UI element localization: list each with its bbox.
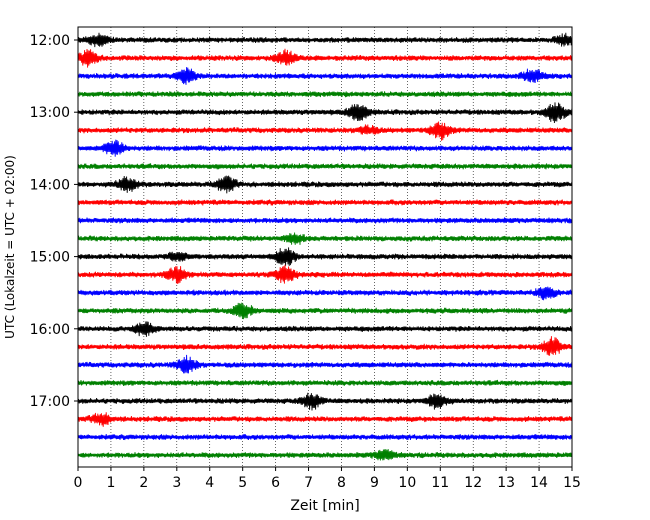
trace-3 bbox=[77, 91, 573, 98]
trace-8 bbox=[77, 175, 573, 194]
x-tick-label-11: 11 bbox=[431, 475, 449, 491]
trace-2 bbox=[77, 67, 573, 85]
y-tick-label-15:00: 15:00 bbox=[30, 250, 70, 266]
trace-12 bbox=[77, 247, 573, 266]
trace-7 bbox=[77, 163, 573, 170]
plot-background bbox=[78, 27, 572, 467]
x-tick-label-10: 10 bbox=[398, 475, 416, 491]
trace-16 bbox=[77, 321, 573, 337]
trace-15 bbox=[77, 302, 573, 320]
x-tick-label-0: 0 bbox=[74, 475, 83, 491]
trace-9 bbox=[77, 199, 573, 206]
x-tick-label-15: 15 bbox=[563, 475, 581, 491]
y-tick-label-13:00: 13:00 bbox=[30, 105, 70, 121]
y-tick-label-16:00: 16:00 bbox=[30, 322, 70, 338]
trace-18 bbox=[77, 354, 573, 374]
trace-10 bbox=[77, 217, 573, 224]
trace-21 bbox=[77, 412, 573, 427]
x-tick-label-3: 3 bbox=[172, 475, 181, 491]
y-tick-label-14:00: 14:00 bbox=[30, 177, 70, 193]
trace-11 bbox=[77, 232, 573, 245]
y-axis-title: UTC (Lokalzeit = UTC + 02:00) bbox=[3, 155, 17, 339]
x-tick-label-14: 14 bbox=[530, 475, 548, 491]
x-tick-label-9: 9 bbox=[370, 475, 379, 491]
y-axis-ticks: 12:00 13:00 14:00 15:00 16:00 17:00 bbox=[30, 33, 78, 410]
x-tick-label-8: 8 bbox=[337, 475, 346, 491]
x-tick-label-12: 12 bbox=[464, 475, 482, 491]
y-tick-label-17:00: 17:00 bbox=[30, 394, 70, 410]
trace-22 bbox=[77, 433, 573, 441]
seismic-traces bbox=[77, 32, 573, 461]
x-tick-label-2: 2 bbox=[139, 475, 148, 491]
trace-14 bbox=[77, 286, 573, 301]
x-axis-title: Zeit [min] bbox=[290, 498, 359, 514]
x-tick-label-4: 4 bbox=[205, 475, 214, 491]
x-tick-label-5: 5 bbox=[238, 475, 247, 491]
trace-0 bbox=[77, 32, 573, 48]
x-axis-ticks: 0 1 2 3 4 5 6 7 8 9 10 11 12 13 14 15 bbox=[74, 467, 581, 491]
y-tick-label-12:00: 12:00 bbox=[30, 33, 70, 49]
trace-4 bbox=[77, 102, 573, 124]
trace-20 bbox=[77, 392, 573, 411]
x-tick-label-1: 1 bbox=[106, 475, 115, 491]
trace-17 bbox=[77, 336, 573, 356]
x-tick-label-6: 6 bbox=[271, 475, 280, 491]
trace-6 bbox=[77, 139, 573, 157]
trace-5 bbox=[77, 121, 573, 141]
x-tick-label-13: 13 bbox=[497, 475, 515, 491]
trace-23 bbox=[77, 449, 573, 461]
trace-19 bbox=[77, 379, 573, 387]
x-tick-label-7: 7 bbox=[304, 475, 313, 491]
vertical-gridlines bbox=[110, 27, 540, 467]
trace-1 bbox=[77, 48, 573, 68]
trace-13 bbox=[77, 264, 573, 284]
plot-frame bbox=[77, 26, 573, 468]
